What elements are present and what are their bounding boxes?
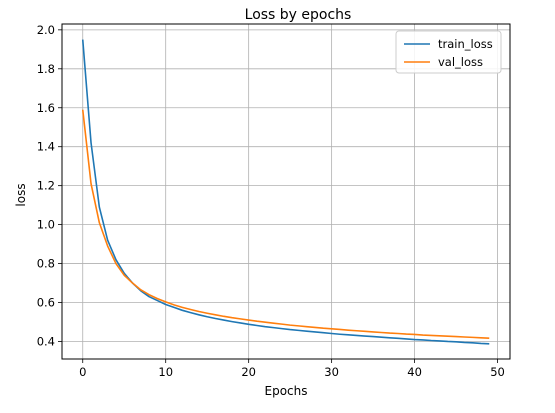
legend-label: train_loss bbox=[438, 37, 493, 51]
y-tick-label: 0.8 bbox=[37, 257, 55, 271]
y-tick-label: 1.6 bbox=[37, 101, 55, 115]
series-line-val-loss bbox=[81, 109, 490, 339]
series-lines bbox=[81, 39, 490, 345]
x-tick-label: 50 bbox=[490, 365, 505, 379]
x-tick-label: 10 bbox=[158, 365, 173, 379]
ticks: 0 10 20 30 40 50 0.4 0.6 0.8 1.0 1.2 1.4 1.6 1.8 2.0 bbox=[37, 23, 505, 379]
legend-label: val_loss bbox=[438, 55, 483, 69]
x-tick-label: 0 bbox=[79, 365, 86, 379]
x-tick-label: 20 bbox=[241, 365, 256, 379]
grid bbox=[62, 24, 510, 359]
x-tick-label: 30 bbox=[324, 365, 339, 379]
x-tick-label: 40 bbox=[407, 365, 422, 379]
y-axis-title: loss bbox=[14, 183, 28, 206]
y-tick-label: 1.4 bbox=[37, 140, 55, 154]
series-line-train-loss bbox=[81, 39, 490, 345]
y-tick-label: 1.8 bbox=[37, 62, 55, 76]
legend: train_loss val_loss bbox=[395, 30, 502, 74]
plot-frame bbox=[61, 23, 511, 360]
y-tick-label: 1.0 bbox=[37, 218, 55, 232]
y-tick-label: 0.4 bbox=[37, 334, 55, 348]
y-tick-label: 2.0 bbox=[37, 23, 55, 37]
y-tick-label: 0.6 bbox=[37, 296, 55, 310]
y-tick-label: 1.2 bbox=[37, 179, 55, 193]
x-axis-title: Epochs bbox=[265, 384, 308, 398]
chart-title: Loss by epochs bbox=[245, 7, 352, 23]
